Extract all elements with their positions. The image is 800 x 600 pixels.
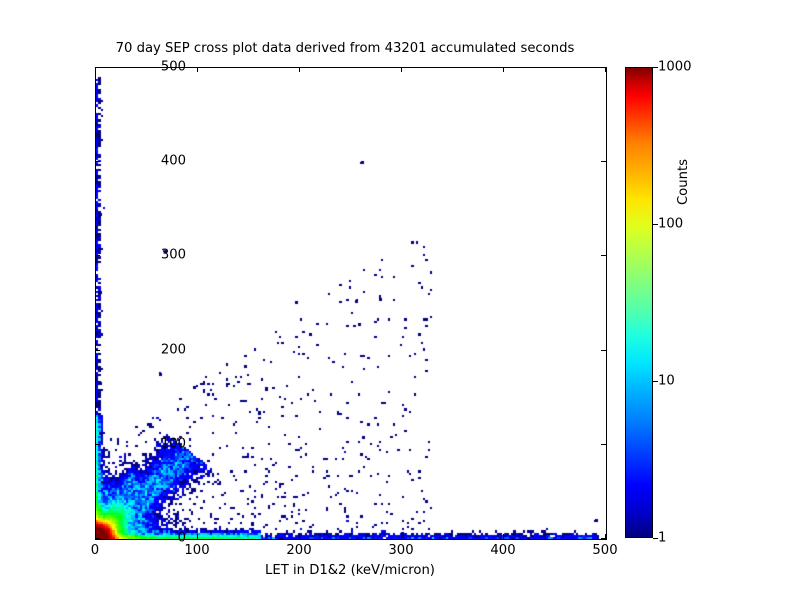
plot-area bbox=[95, 67, 607, 540]
x-axis-label: LET in D1&2 (keV/micron) bbox=[265, 563, 435, 578]
x-tick-mark bbox=[299, 534, 300, 539]
y-tick-mark bbox=[95, 255, 100, 257]
x-tick-mark-top bbox=[401, 67, 402, 72]
x-tick-label: 300 bbox=[388, 543, 414, 558]
x-tick-mark-top bbox=[605, 67, 606, 72]
x-tick-mark bbox=[503, 534, 504, 539]
x-tick-mark bbox=[605, 534, 606, 539]
colorbar-tick-label: 100 bbox=[658, 216, 684, 232]
y-tick-mark bbox=[95, 349, 100, 351]
x-tick-label: 200 bbox=[286, 543, 312, 558]
y-tick-mark-right bbox=[601, 255, 606, 257]
x-tick-mark-top bbox=[197, 67, 198, 72]
colorbar-tick-label: 1000 bbox=[658, 59, 692, 75]
y-tick-mark-right bbox=[601, 161, 606, 163]
y-tick-mark bbox=[95, 67, 100, 68]
colorbar-tick-mark bbox=[653, 538, 658, 539]
x-tick-label: 500 bbox=[592, 543, 618, 558]
y-axis-label: LET in D3&4 (keV/micron) bbox=[22, 0, 42, 87]
colorbar bbox=[625, 67, 653, 538]
colorbar-tick-label: 10 bbox=[658, 373, 675, 389]
y-tick-label: 400 bbox=[160, 153, 186, 169]
colorbar-gradient bbox=[625, 67, 653, 538]
y-axis-label-text: LET in D3&4 (keV/micron) bbox=[22, 0, 37, 87]
colorbar-tick-mark bbox=[653, 381, 658, 382]
y-tick-label: 500 bbox=[160, 59, 186, 75]
title-line-1: 70 day SEP cross plot data derived from … bbox=[115, 41, 575, 56]
y-tick-mark-right bbox=[601, 538, 606, 539]
y-tick-label: 300 bbox=[160, 247, 186, 263]
y-tick-label: 0 bbox=[177, 530, 186, 546]
x-tick-mark bbox=[197, 534, 198, 539]
x-tick-label: 400 bbox=[490, 543, 516, 558]
colorbar-tick-label: 1 bbox=[658, 530, 667, 546]
x-tick-label: 0 bbox=[90, 543, 100, 558]
y-tick-label: 100 bbox=[160, 436, 186, 452]
x-tick-mark bbox=[95, 534, 96, 539]
y-tick-mark bbox=[95, 161, 100, 163]
y-tick-label: 200 bbox=[160, 342, 186, 358]
y-tick-mark bbox=[95, 538, 100, 539]
x-tick-label: 100 bbox=[184, 543, 210, 558]
y-tick-mark bbox=[95, 443, 100, 445]
colorbar-label: Counts bbox=[676, 112, 696, 252]
x-tick-mark bbox=[401, 534, 402, 539]
x-tick-mark-top bbox=[503, 67, 504, 72]
y-tick-mark-right bbox=[601, 67, 606, 68]
colorbar-label-text: Counts bbox=[676, 158, 691, 206]
scatter-density-plot bbox=[96, 68, 606, 539]
y-tick-mark-right bbox=[601, 443, 606, 445]
colorbar-tick-mark bbox=[653, 67, 658, 68]
x-tick-mark-top bbox=[299, 67, 300, 72]
colorbar-tick-mark bbox=[653, 224, 658, 225]
y-tick-mark-right bbox=[601, 349, 606, 351]
x-tick-mark-top bbox=[95, 67, 96, 72]
